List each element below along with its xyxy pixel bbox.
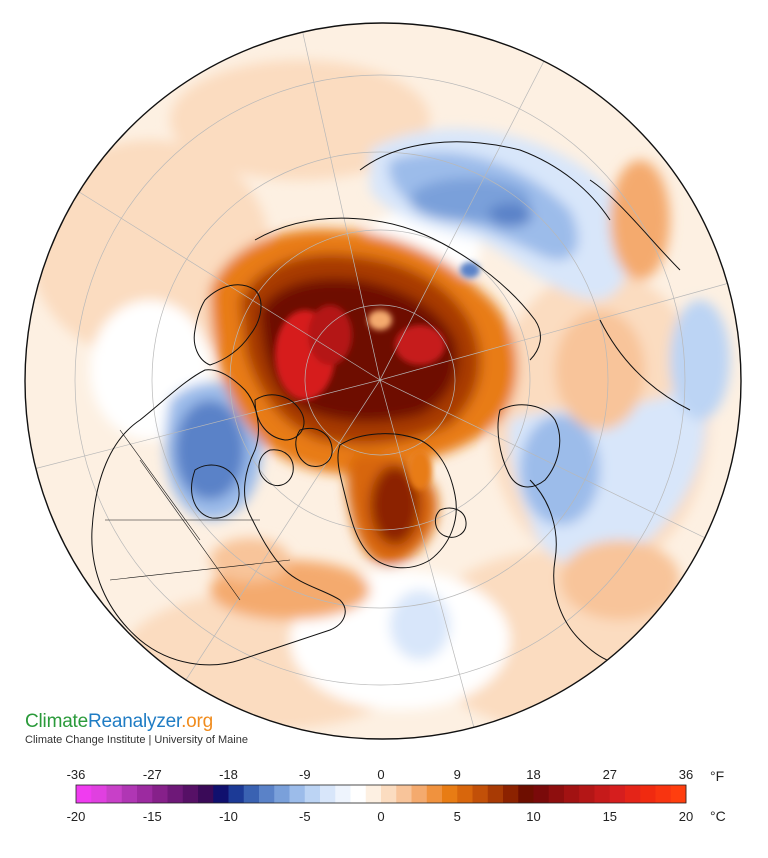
legend-swatch [152, 785, 168, 803]
legend-swatch [548, 785, 565, 803]
fahrenheit-ticks: -36 -27 -18 -9 0 9 18 27 36 [67, 767, 694, 782]
map-svg [24, 22, 742, 740]
logo-part3: .org [181, 711, 214, 732]
legend-swatch [503, 785, 519, 803]
legend-swatch [609, 785, 626, 803]
legend-swatch [670, 785, 687, 803]
celsius-tick-label: 0 [377, 809, 384, 824]
legend-swatch [640, 785, 656, 803]
legend-swatch [274, 785, 290, 803]
legend-swatch [655, 785, 672, 803]
legend-swatch [320, 785, 336, 803]
legend-swatch [365, 785, 382, 803]
legend-swatch [259, 785, 275, 803]
celsius-tick-label: 15 [603, 809, 617, 824]
legend-border [75, 784, 687, 804]
legend-swatch [533, 785, 550, 803]
legend-swatch [182, 785, 199, 803]
legend-swatch [335, 785, 351, 803]
celsius-tick-label: -15 [143, 809, 162, 824]
unit-fahrenheit: °F [710, 768, 724, 784]
legend-swatch [381, 785, 397, 803]
legend-swatch [289, 785, 306, 803]
legend-swatch [625, 785, 641, 803]
legend-swatch [198, 785, 214, 803]
fahrenheit-tick-label: 27 [603, 767, 617, 782]
fahrenheit-tick-label: 36 [679, 767, 693, 782]
celsius-tick-label: 20 [679, 809, 693, 824]
celsius-ticks: -20 -15 -10 -5 0 5 10 15 20 [67, 809, 694, 824]
legend-swatch [350, 785, 367, 803]
fahrenheit-tick-label: 0 [377, 767, 384, 782]
legend-swatch [442, 785, 458, 803]
color-legend: -36 -27 -18 -9 0 9 18 27 36 -20 -15 -10 -5 0 5 10 15 20 … [0, 760, 768, 853]
legend-swatch [396, 785, 412, 803]
logo-part2: Reanalyzer [88, 711, 182, 732]
celsius-tick-label: -5 [299, 809, 311, 824]
legend-swatch [426, 785, 443, 803]
legend-swatch [243, 785, 260, 803]
legend-swatch [167, 785, 184, 803]
fahrenheit-tick-label: -36 [67, 767, 86, 782]
legend-colorbar [75, 784, 687, 804]
fahrenheit-tick-label: -27 [143, 767, 162, 782]
legend-swatch [518, 785, 534, 803]
unit-celsius: °C [710, 808, 726, 824]
legend-swatch [457, 785, 473, 803]
logo-part1: Climate [25, 711, 89, 732]
fahrenheit-tick-label: -18 [219, 767, 238, 782]
logo-subtitle: Climate Change Institute | University of… [25, 734, 248, 746]
graticule [29, 23, 741, 739]
legend-swatch [564, 785, 580, 803]
fahrenheit-tick-label: 18 [526, 767, 540, 782]
celsius-tick-label: -10 [219, 809, 238, 824]
legend-swatch [121, 785, 138, 803]
legend-swatch [76, 785, 92, 803]
celsius-tick-label: 10 [526, 809, 540, 824]
legend-swatch [213, 785, 229, 803]
legend-svg: -36 -27 -18 -9 0 9 18 27 36 -20 -15 -10 -5 0 5 10 15 20 … [67, 767, 726, 824]
legend-swatch [137, 785, 153, 803]
legend-swatch [487, 785, 504, 803]
fahrenheit-tick-label: -9 [299, 767, 311, 782]
celsius-tick-label: -20 [67, 809, 86, 824]
legend-swatch [411, 785, 428, 803]
celsius-tick-label: 5 [454, 809, 461, 824]
fahrenheit-tick-label: 9 [454, 767, 461, 782]
legend-swatch [228, 785, 245, 803]
legend-swatch [106, 785, 123, 803]
legend-swatch [304, 785, 321, 803]
globe-outline [24, 22, 742, 740]
anomaly-field [25, 23, 741, 739]
polar-map [24, 22, 742, 740]
legend-swatch [594, 785, 611, 803]
legend-swatch [472, 785, 489, 803]
legend-swatch [579, 785, 595, 803]
coastlines [91, 141, 691, 666]
legend-swatch [91, 785, 107, 803]
climate-reanalyzer-logo[interactable]: ClimateReanalyzer.org Climate Change Ins… [25, 711, 248, 746]
logo-wordmark: ClimateReanalyzer.org [25, 711, 248, 733]
